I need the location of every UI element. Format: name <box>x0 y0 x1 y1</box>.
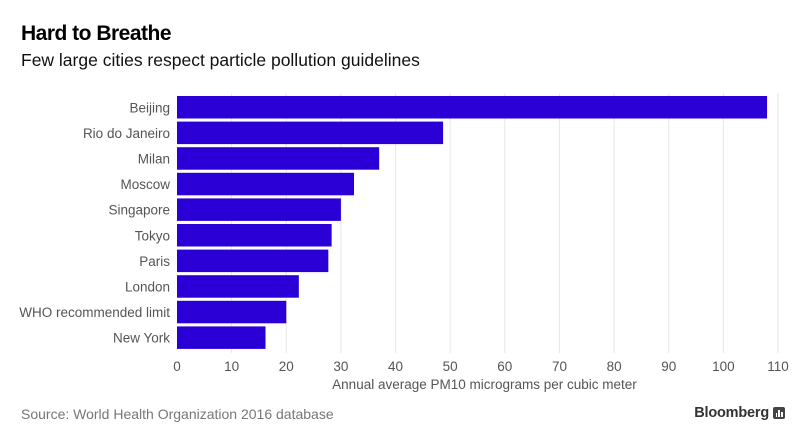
category-label: Singapore <box>108 203 170 218</box>
x-tick-label: 30 <box>333 359 348 374</box>
x-tick-label: 40 <box>388 359 403 374</box>
bar <box>177 172 355 196</box>
category-label: Moscow <box>120 177 170 192</box>
bar <box>177 249 329 273</box>
x-tick-label: 70 <box>552 359 567 374</box>
chart-subtitle: Few large cities respect particle pollut… <box>21 50 420 70</box>
x-tick-labels: 0 10 20 30 40 50 60 70 80 90 100 110 <box>173 359 789 374</box>
x-tick-label: 80 <box>607 359 622 374</box>
category-label: WHO recommended limit <box>19 305 170 320</box>
bar <box>177 224 332 247</box>
x-tick-label: 100 <box>712 359 735 374</box>
category-label: Tokyo <box>135 228 170 243</box>
bars <box>177 96 768 349</box>
x-axis-title: Annual average PM10 micrograms per cubic… <box>332 377 637 392</box>
x-tick-label: 110 <box>767 359 789 374</box>
chart-title: Hard to Breathe <box>21 22 172 45</box>
bar <box>177 147 380 170</box>
category-label: Paris <box>139 254 170 269</box>
x-tick-label: 50 <box>443 359 458 374</box>
category-label: London <box>125 279 170 294</box>
bar <box>177 198 341 221</box>
category-label: Rio do Janeiro <box>83 126 170 141</box>
bar <box>177 326 266 349</box>
x-tick-label: 90 <box>661 359 676 374</box>
bar <box>177 96 768 119</box>
x-tick-label: 60 <box>497 359 512 374</box>
x-tick-label: 20 <box>279 359 294 374</box>
source-note: Source: World Health Organization 2016 d… <box>21 406 334 422</box>
bar <box>177 300 287 324</box>
bar <box>177 121 444 145</box>
bar <box>177 275 299 298</box>
brand: Bloomberg <box>694 405 785 421</box>
category-label: New York <box>113 331 170 346</box>
x-tick-label: 10 <box>224 359 239 374</box>
category-label: Beijing <box>129 100 170 115</box>
category-label: Milan <box>138 151 170 166</box>
bloomberg-logo: Bloomberg <box>694 405 769 421</box>
x-tick-label: 0 <box>173 359 181 374</box>
bar-chart-icon <box>773 407 785 419</box>
category-labels: Beijing Rio do Janeiro Milan Moscow Singapor… <box>19 100 170 345</box>
